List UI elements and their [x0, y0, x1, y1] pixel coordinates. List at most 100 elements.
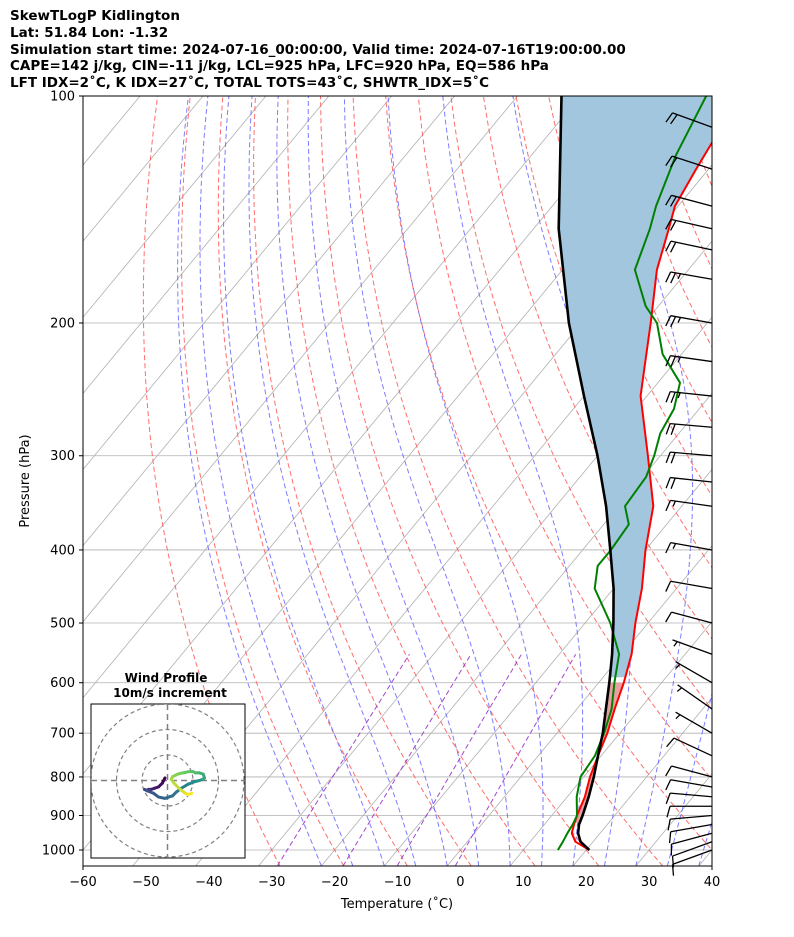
wind-barb-flag — [666, 737, 675, 748]
wind-barb-flag — [665, 611, 672, 623]
wind-barb-flag — [665, 500, 672, 512]
wind-barb — [665, 611, 713, 624]
isotherm-line — [321, 392, 712, 866]
wind-barb-shaft — [670, 315, 713, 324]
wind-barb-flag — [665, 451, 671, 464]
x-tick-label: −20 — [321, 875, 348, 890]
x-axis-label: Temperature (˚C) — [340, 896, 453, 912]
wind-barb — [665, 240, 713, 253]
isotherm-line — [83, 96, 518, 623]
dry-adiabat-line — [287, 96, 536, 866]
wind-barb-flag — [670, 241, 677, 253]
moist-adiabat-line — [604, 96, 694, 866]
isotherm-line — [83, 96, 204, 242]
wind-barb-flag — [665, 194, 672, 206]
x-tick-label: −10 — [384, 875, 411, 890]
mixing-ratio-line — [342, 653, 472, 866]
wind-barb-flag — [670, 452, 676, 464]
wind-barb — [665, 355, 713, 368]
moist-adiabat-line — [177, 96, 322, 866]
x-tick-label: 20 — [578, 875, 595, 890]
cape-area — [558, 96, 712, 678]
title-latlon: Lat: 51.84 Lon: -1.32 — [10, 24, 169, 41]
wind-barb-flag — [670, 157, 678, 168]
dry-adiabat-line — [320, 96, 600, 866]
wind-barb-half-flag — [672, 543, 677, 549]
wind-barb-half-flag — [672, 500, 676, 507]
wind-barb-flag — [665, 580, 672, 592]
sounding-profiles — [557, 96, 712, 851]
wind-barb-shaft — [671, 832, 713, 845]
wind-barb-flag — [665, 542, 672, 554]
y-tick-label: 900 — [50, 809, 75, 824]
moist-adiabat-line — [223, 96, 385, 866]
wind-barb — [670, 832, 713, 856]
x-tick-label: −60 — [69, 875, 96, 890]
wind-barb — [665, 218, 713, 231]
wind-barb-shaft — [670, 451, 713, 457]
isotherm-line — [83, 96, 455, 547]
wind-barb — [665, 391, 713, 404]
wind-barb-shaft — [670, 792, 713, 798]
isotherm-line — [83, 96, 581, 699]
moist-adiabat-line — [343, 96, 511, 866]
x-tick-label: −50 — [132, 875, 159, 890]
wind-barb-shaft — [670, 271, 713, 280]
wind-barb-flag — [665, 391, 671, 403]
dry-adiabat-line — [777, 96, 794, 866]
wind-barb — [665, 499, 713, 512]
title-cape-line: CAPE=142 j/kg, CIN=-11 j/kg, LCL=925 hPa… — [10, 58, 549, 75]
title-times: Simulation start time: 2024-07-16_00:00:… — [10, 41, 626, 58]
wind-barb-shaft — [672, 639, 713, 655]
wind-barb-flag — [670, 316, 677, 328]
dry-adiabat-line — [482, 96, 712, 640]
dry-adiabat-line — [580, 96, 712, 424]
dry-adiabat-line — [450, 96, 712, 711]
wind-barb — [665, 542, 713, 554]
wind-barb-flag — [665, 423, 671, 435]
wind-barb-shaft — [677, 684, 713, 710]
moist-adiabat-line — [248, 96, 417, 866]
isotherm-line — [83, 96, 267, 318]
dry-adiabat-line — [385, 96, 712, 851]
isotherm-line — [446, 544, 712, 866]
wind-barb — [672, 639, 713, 655]
wind-barb-flag — [670, 272, 677, 284]
dry-adiabat-line — [217, 96, 408, 866]
wind-barb-shaft — [670, 391, 713, 397]
y-tick-label: 100 — [50, 90, 75, 105]
wind-barb-shaft — [670, 355, 713, 363]
wind-barb-shaft — [672, 841, 713, 857]
wind-barb — [671, 841, 713, 868]
y-tick-label: 1000 — [42, 844, 75, 859]
wind-barb — [676, 684, 713, 710]
temperature-profile-line — [570, 140, 712, 851]
wind-barb — [665, 112, 713, 128]
wind-barb-shaft — [673, 737, 713, 757]
wind-barb — [665, 155, 713, 170]
wind-barb-flag — [668, 831, 672, 844]
y-axis-label: Pressure (hPa) — [18, 434, 33, 527]
chart-title-block: SkewTLogP Kidlington Lat: 51.84 Lon: -1.… — [10, 8, 626, 92]
isotherm-line — [698, 849, 712, 866]
wind-barb-flag — [667, 819, 671, 831]
dry-adiabat-line — [744, 96, 794, 866]
dry-adiabat-line — [142, 96, 281, 866]
wind-barb — [665, 779, 713, 791]
wind-barb-flag — [669, 220, 677, 231]
wind-barb-half-flag — [676, 687, 683, 692]
y-tick-label: 500 — [50, 617, 75, 632]
wind-barb-shaft — [671, 765, 713, 778]
dry-adiabat-line — [352, 96, 664, 866]
wind-barb-flag — [665, 792, 671, 805]
mixing-ratio-line — [276, 653, 410, 866]
wind-barb-flag — [665, 355, 672, 367]
dry-adiabat-line — [548, 96, 712, 497]
y-tick-label: 600 — [50, 676, 75, 691]
isotherm-line — [572, 697, 712, 866]
wind-barb — [668, 823, 713, 844]
y-tick-label: 800 — [50, 770, 75, 785]
wind-barb-shaft — [670, 823, 713, 833]
wind-barb-shaft — [670, 580, 713, 590]
moist-adiabat-line — [442, 96, 584, 866]
